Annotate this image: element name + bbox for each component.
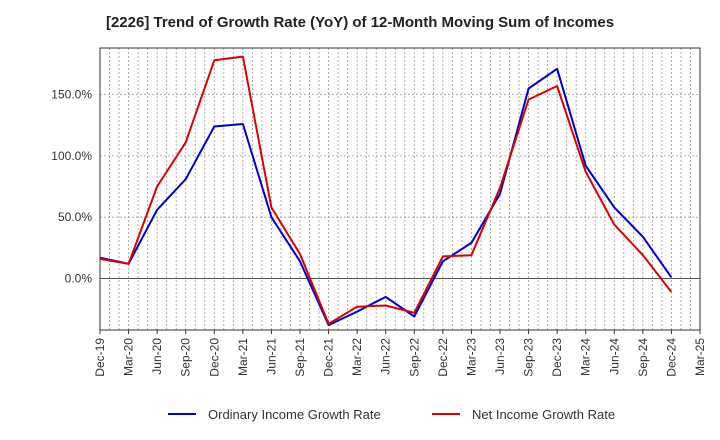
x-tick-label: Sep-23 [522,338,536,377]
x-tick-label: Jun-21 [264,338,278,375]
chart-title: [2226] Trend of Growth Rate (YoY) of 12-… [105,14,615,31]
x-tick-label: Dec-21 [322,338,336,377]
x-tick-label: Sep-20 [179,338,193,377]
y-tick-label: 50.0% [58,210,92,224]
x-tick-label: Sep-22 [407,338,421,377]
series-line [99,55,673,325]
x-tick-label: Jun-22 [379,338,393,375]
x-tick-label: Dec-23 [550,338,564,377]
x-tick-label: Mar-25 [693,338,707,376]
x-tick-label: Dec-24 [664,338,678,377]
series-lines [99,55,673,327]
x-tick-label: Mar-23 [464,338,478,376]
x-tick-label: Sep-21 [293,338,307,377]
x-tick-label: Dec-20 [207,338,221,377]
legend-label: Net Income Growth Rate [472,407,615,422]
x-tick-label: Jun-20 [150,338,164,375]
x-tick-label: Jun-23 [493,338,507,375]
x-tick-label: Mar-22 [350,338,364,376]
y-tick-label: 0.0% [65,272,93,286]
series-line [99,67,673,327]
x-tick-label: Dec-19 [93,338,107,377]
x-tick-label: Mar-21 [236,338,250,376]
x-tick-label: Sep-24 [636,338,650,377]
x-tick-label: Mar-24 [579,338,593,376]
x-tick-label: Dec-22 [436,338,450,377]
x-tick-label: Mar-20 [122,338,136,376]
y-tick-label: 150.0% [51,88,92,102]
legend-label: Ordinary Income Growth Rate [208,407,381,422]
y-tick-label: 100.0% [51,149,92,163]
axes: 0.0% 50.0% 100.0% 150.0% Dec-19 Mar-20 Jun-20 S… [51,47,707,377]
legend: Ordinary Income Growth Rate Net Income Gr… [168,407,615,422]
plot-border [99,47,701,331]
grid [99,48,701,330]
x-tick-label: Jun-24 [607,338,621,375]
